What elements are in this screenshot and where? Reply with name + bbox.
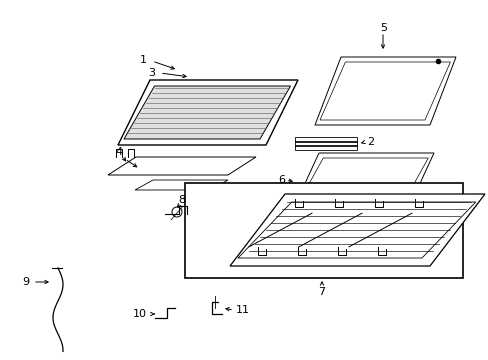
Polygon shape [314, 57, 455, 125]
Text: 10: 10 [133, 309, 147, 319]
Text: 8: 8 [178, 195, 185, 205]
Polygon shape [124, 86, 290, 139]
Text: 5: 5 [379, 23, 386, 33]
Bar [294, 145, 356, 150]
Text: 9: 9 [22, 277, 29, 287]
Text: 11: 11 [236, 305, 249, 315]
Polygon shape [229, 194, 484, 266]
Bar [294, 137, 356, 142]
Text: 4: 4 [115, 147, 122, 157]
Bar [294, 141, 356, 146]
Text: 3: 3 [148, 68, 155, 78]
Polygon shape [118, 80, 297, 145]
Polygon shape [294, 153, 433, 205]
Polygon shape [108, 157, 256, 175]
Bar [184, 183, 462, 278]
Text: 6: 6 [278, 175, 285, 185]
Polygon shape [135, 180, 227, 190]
Text: 2: 2 [366, 137, 373, 147]
Text: 7: 7 [317, 287, 325, 297]
Text: 1: 1 [140, 55, 147, 65]
